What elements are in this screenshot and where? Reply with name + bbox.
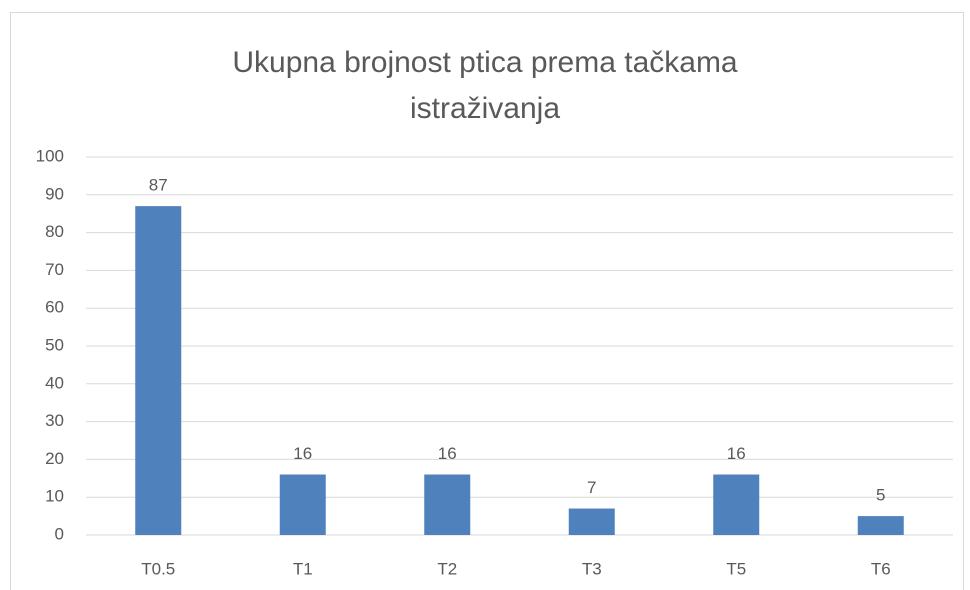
bar	[857, 516, 904, 535]
x-tick-label: T2	[437, 559, 457, 578]
y-tick-label: 50	[45, 335, 64, 354]
bar	[713, 474, 760, 535]
x-tick-label: T0.5	[141, 559, 175, 578]
data-label: 16	[438, 444, 457, 463]
bar	[568, 508, 615, 535]
y-tick-label: 30	[45, 411, 64, 430]
y-tick-label: 100	[36, 146, 64, 165]
data-label: 87	[149, 176, 168, 195]
y-tick-label: 70	[45, 260, 64, 279]
data-label: 16	[727, 444, 746, 463]
y-tick-label: 10	[45, 487, 64, 506]
data-label: 16	[293, 444, 312, 463]
bar	[135, 206, 182, 535]
y-tick-label: 20	[45, 449, 64, 468]
bar	[424, 474, 471, 535]
y-tick-label: 90	[45, 184, 64, 203]
x-tick-label: T5	[726, 559, 746, 578]
chart-title: Ukupna brojnost ptica prema tačkama istr…	[232, 46, 738, 125]
y-tick-label: 40	[45, 373, 64, 392]
x-tick-label: T3	[582, 559, 602, 578]
y-tick-label: 80	[45, 222, 64, 241]
y-tick-label: 0	[55, 524, 64, 543]
x-tick-label: T1	[293, 559, 313, 578]
bar	[279, 474, 326, 535]
data-label: 5	[876, 486, 885, 505]
x-tick-label: T6	[871, 559, 891, 578]
chart-frame	[10, 12, 964, 590]
y-tick-label: 60	[45, 298, 64, 317]
data-label: 7	[587, 478, 596, 497]
